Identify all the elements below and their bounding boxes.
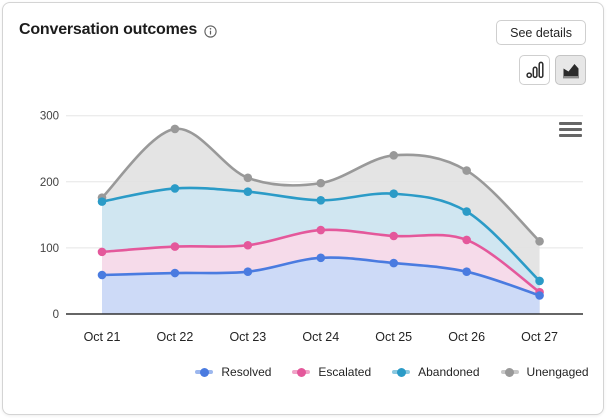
point-abandoned[interactable] [389,189,399,198]
point-unengaged[interactable] [170,124,180,134]
area-abandoned [102,187,540,314]
point-resolved[interactable] [97,270,107,280]
point-abandoned[interactable] [316,196,326,205]
hamburger-icon [559,121,582,126]
x-axis-label: Oct 26 [448,330,485,344]
chart-canvas: 0 100 200 300 Oct 21 Oct 22 Oct 23 Oct 24 Oct 25… [40,111,583,344]
legend-label: Resolved [221,365,272,379]
area-escalated [102,229,540,314]
see-details-button[interactable]: See details [496,20,586,45]
legend-label: Unengaged [526,365,589,379]
y-axis-label: 100 [40,243,59,255]
point-abandoned[interactable] [170,184,180,193]
info-icon[interactable] [204,24,217,38]
line-unengaged [101,127,541,243]
x-axis-label: Oct 25 [375,330,412,344]
legend-item-resolved[interactable]: Resolved [195,365,271,379]
point-escalated[interactable] [389,231,399,241]
area-chart-button[interactable] [555,55,586,85]
point-escalated[interactable] [170,242,180,251]
point-unengaged[interactable] [243,173,253,183]
line-abandoned [101,186,541,282]
column-chart-icon [524,59,546,81]
page-title: Conversation outcomes [19,21,198,38]
point-unengaged[interactable] [97,193,107,202]
legend-item-abandoned[interactable]: Abandoned [392,365,480,379]
point-abandoned[interactable] [243,187,253,197]
point-escalated[interactable] [535,287,544,297]
point-unengaged[interactable] [389,151,399,160]
column-chart-button[interactable] [519,55,550,85]
chart-header: Conversation outcomes [19,21,217,39]
area-unengaged [102,128,540,314]
legend-marker [195,367,214,377]
point-escalated[interactable] [462,235,471,245]
point-resolved[interactable] [389,258,399,268]
point-unengaged[interactable] [535,236,544,246]
x-axis-label: Oct 21 [84,330,121,344]
x-axis-label: Oct 23 [229,330,266,344]
point-unengaged[interactable] [316,178,326,188]
point-resolved[interactable] [462,267,471,276]
legend-item-escalated[interactable]: Escalated [292,365,371,379]
point-escalated[interactable] [97,247,107,257]
line-escalated [101,228,541,294]
point-resolved[interactable] [535,291,544,300]
y-axis-label: 0 [53,309,59,321]
y-axis-label: 300 [40,111,59,123]
chart-type-toggle [519,55,586,85]
point-resolved[interactable] [316,253,326,263]
legend: Resolved Escalated Abandoned Unengaged [3,365,603,379]
x-axis-label: Oct 24 [302,330,339,344]
line-resolved [101,256,540,297]
point-abandoned[interactable] [535,276,544,286]
area-chart-icon [560,59,582,81]
legend-label: Abandoned [418,365,480,379]
x-axis-label: Oct 27 [521,330,558,344]
legend-label: Escalated [318,365,372,379]
point-escalated[interactable] [316,225,326,235]
x-axis-label: Oct 22 [157,330,194,344]
legend-marker [500,367,519,377]
point-escalated[interactable] [243,240,253,250]
conversation-outcomes-card: 0 100 200 300 Oct 21 Oct 22 Oct 23 Oct 24 Oct 25… [2,2,604,415]
y-axis-label: 200 [40,177,59,189]
legend-marker [292,367,311,377]
point-resolved[interactable] [170,268,180,278]
point-abandoned[interactable] [97,197,107,206]
chart-menu-button[interactable] [556,117,585,142]
point-unengaged[interactable] [462,166,471,175]
point-abandoned[interactable] [462,207,471,216]
point-resolved[interactable] [243,267,253,276]
area-resolved [102,257,540,314]
legend-marker [392,367,411,377]
legend-item-unengaged[interactable]: Unengaged [500,365,589,379]
